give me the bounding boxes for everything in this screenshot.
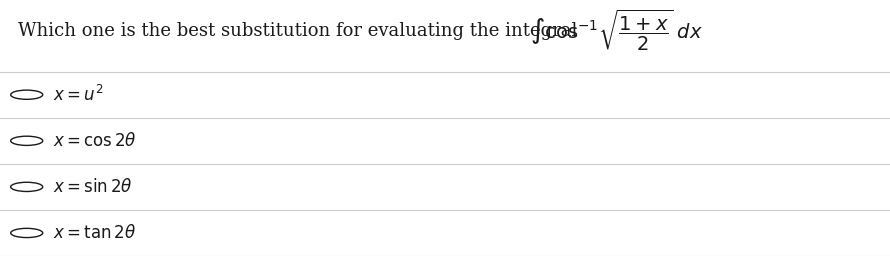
Text: Which one is the best substitution for evaluating the integral: Which one is the best substitution for e…	[18, 22, 583, 40]
Text: $x = u^2$: $x = u^2$	[53, 85, 104, 105]
Text: $x = \tan 2\theta$: $x = \tan 2\theta$	[53, 224, 136, 242]
Text: $\int \cos^{-1}\!\sqrt{\dfrac{1+x}{2}}\; dx$: $\int \cos^{-1}\!\sqrt{\dfrac{1+x}{2}}\;…	[530, 8, 702, 54]
Text: $x = \sin 2\theta$: $x = \sin 2\theta$	[53, 178, 133, 196]
Text: $x = \cos 2\theta$: $x = \cos 2\theta$	[53, 132, 137, 150]
